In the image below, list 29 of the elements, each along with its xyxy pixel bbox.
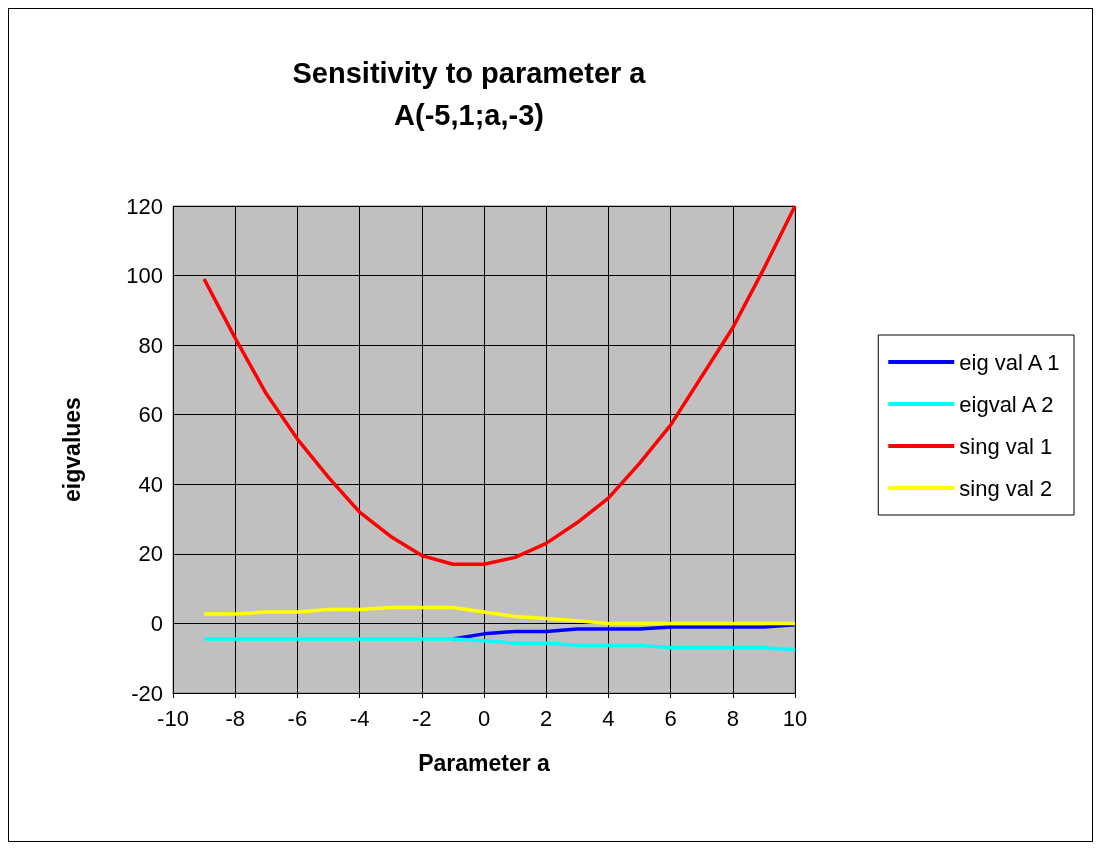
x-tick-label: -6	[287, 705, 308, 731]
legend-label: sing val 1	[959, 433, 1053, 459]
x-tick-label: 8	[726, 705, 739, 731]
y-tick-label: 80	[138, 332, 163, 358]
y-tick-label: 60	[138, 402, 163, 428]
line-series	[202, 204, 797, 567]
x-tick-label: -4	[349, 705, 370, 731]
chart-title: Sensitivity to parameter a A(-5,1;a,-3)	[292, 57, 647, 131]
y-tick-label: 20	[138, 541, 163, 567]
y-tick-label: 100	[126, 263, 163, 289]
y-tick-label: 40	[138, 471, 163, 497]
x-tick-label: 6	[664, 705, 677, 731]
y-tick-label: 0	[150, 610, 163, 636]
y-tick-label: -20	[131, 680, 163, 706]
x-tick-label: -2	[412, 705, 432, 731]
y-tick-label: 120	[126, 193, 163, 219]
x-tick-label: 2	[540, 705, 553, 731]
x-tick-label: -8	[225, 705, 245, 731]
x-tick-label: 10	[782, 705, 808, 731]
legend-label: sing val 2	[959, 475, 1053, 501]
line-series	[202, 605, 797, 626]
y-axis-title: eigvalues	[58, 397, 85, 502]
x-tick-label: 0	[477, 705, 491, 731]
x-tick-label: 4	[602, 705, 615, 731]
line-series	[202, 637, 797, 652]
legend-label: eig val A 1	[959, 349, 1060, 375]
x-tick-label: -10	[157, 705, 189, 731]
x-axis-title: Parameter a	[418, 749, 551, 776]
legend-label: eigval A 2	[959, 391, 1054, 417]
